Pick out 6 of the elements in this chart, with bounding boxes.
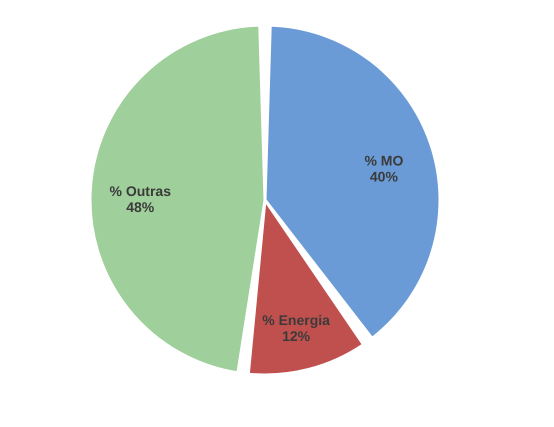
data-label: 12% — [282, 328, 311, 344]
data-label: 40% — [370, 168, 398, 184]
data-label: 48% — [126, 199, 155, 216]
slice-label: % Energia — [262, 312, 330, 328]
slice-label: % MO — [364, 152, 404, 168]
slice-label: % Outras — [110, 183, 172, 200]
